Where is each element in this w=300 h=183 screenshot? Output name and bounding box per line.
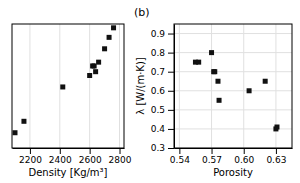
points bbox=[12, 25, 116, 135]
y-axis: 0.3 0.4 0.5 0.6 0.7 0.8 0.9 bbox=[151, 25, 175, 154]
panel-label: (b) bbox=[134, 6, 150, 19]
x-tick-mark bbox=[120, 148, 121, 154]
x-tick: 0.57 bbox=[202, 148, 222, 165]
grid-line-y bbox=[174, 90, 292, 91]
x-tick-label: 2400 bbox=[49, 155, 72, 165]
x-axis-line bbox=[13, 148, 125, 149]
y-tick-label: 0.7 bbox=[151, 67, 165, 77]
x-tick-label: 0.54 bbox=[170, 155, 190, 165]
x-tick-mark bbox=[60, 148, 61, 154]
point bbox=[274, 125, 279, 130]
grid-line-x bbox=[29, 24, 30, 148]
point bbox=[247, 88, 252, 93]
x-tick-label: 2200 bbox=[19, 155, 42, 165]
y-tick-label: 0.9 bbox=[151, 29, 166, 39]
y-tick-mark bbox=[168, 53, 174, 54]
x-tick: 0.63 bbox=[266, 148, 286, 165]
y-tick: 0.3 bbox=[151, 143, 174, 153]
x-tick-label: 2800 bbox=[109, 155, 132, 165]
x-tick: 2600 bbox=[79, 148, 102, 165]
x-tick: 2800 bbox=[109, 148, 132, 165]
y-tick: 0.7 bbox=[151, 67, 174, 77]
x-tick: 0.60 bbox=[234, 148, 254, 165]
y-tick-mark bbox=[168, 34, 174, 35]
point bbox=[96, 60, 101, 65]
x-tick-label: 2600 bbox=[79, 155, 102, 165]
grid-line-x bbox=[119, 24, 120, 148]
point bbox=[212, 69, 217, 74]
x-axis-title: Density [Kg/m³] bbox=[28, 167, 107, 178]
grid-line-y bbox=[174, 52, 292, 53]
y-tick-mark bbox=[168, 110, 174, 111]
chart: 2200240026002800Density [Kg/m³]0.540.570… bbox=[0, 0, 300, 183]
x-tick-mark bbox=[244, 148, 245, 154]
x-tick: 0.54 bbox=[170, 148, 190, 165]
y-tick-label: 0.8 bbox=[151, 48, 166, 58]
y-tick-label: 0.3 bbox=[151, 143, 165, 153]
grid-line-x bbox=[89, 24, 90, 148]
y-axis-title: λ [W/(m·K)] bbox=[135, 57, 146, 115]
y-tick: 0.6 bbox=[151, 86, 174, 96]
y-tick-label: 0.4 bbox=[151, 124, 166, 134]
x-tick-label: 0.63 bbox=[266, 155, 286, 165]
grid bbox=[174, 24, 292, 148]
grid-line-y bbox=[174, 109, 292, 110]
y-tick-label: 0.5 bbox=[151, 105, 165, 115]
y-tick: 0.4 bbox=[151, 124, 174, 134]
y-tick-label: 0.6 bbox=[151, 86, 166, 96]
y-tick-mark bbox=[168, 129, 174, 130]
x-axis-title: Porosity bbox=[213, 167, 253, 178]
x-axis: 2200 2400 2600 2800 bbox=[13, 148, 132, 165]
point bbox=[102, 46, 107, 51]
point bbox=[60, 84, 65, 89]
y-tick: 0.5 bbox=[151, 105, 174, 115]
panel: 0.54 0.57 0.60 0.63 0.3 0.4 0.5 0.6 0.7 0.8 0.9 Por… bbox=[134, 6, 293, 178]
y-axis-line bbox=[174, 25, 175, 149]
x-tick-mark bbox=[212, 148, 213, 154]
x-tick-mark bbox=[179, 148, 180, 154]
grid bbox=[30, 24, 120, 148]
x-tick-label: 0.57 bbox=[202, 155, 222, 165]
point bbox=[263, 79, 268, 84]
point bbox=[215, 79, 220, 84]
x-tick-mark bbox=[30, 148, 31, 154]
y-tick-mark bbox=[168, 148, 174, 149]
x-tick: 2400 bbox=[49, 148, 72, 165]
point bbox=[111, 25, 116, 30]
grid-line-y bbox=[174, 33, 292, 34]
plot-frame bbox=[174, 24, 292, 148]
y-tick-mark bbox=[168, 91, 174, 92]
point bbox=[93, 69, 98, 74]
point bbox=[217, 98, 222, 103]
y-tick: 0.9 bbox=[151, 29, 174, 39]
x-tick-mark bbox=[276, 148, 277, 154]
grid-line-x bbox=[59, 24, 60, 148]
y-tick-mark bbox=[168, 72, 174, 73]
plot-frame bbox=[12, 24, 124, 148]
point bbox=[92, 63, 97, 68]
x-tick-label: 0.60 bbox=[234, 155, 254, 165]
x-axis-line bbox=[175, 148, 293, 149]
grid-line-y bbox=[174, 71, 292, 72]
x-tick-mark bbox=[90, 148, 91, 154]
y-tick: 0.8 bbox=[151, 48, 174, 58]
point bbox=[21, 119, 26, 124]
x-axis: 0.54 0.57 0.60 0.63 bbox=[170, 148, 293, 165]
point bbox=[12, 130, 17, 135]
panel: 2200 2400 2600 2800Density [Kg/m³] bbox=[12, 24, 132, 178]
point bbox=[209, 50, 214, 55]
points bbox=[193, 50, 280, 131]
point bbox=[107, 35, 112, 40]
point bbox=[87, 73, 92, 78]
point bbox=[196, 60, 201, 65]
x-tick: 2200 bbox=[19, 148, 42, 165]
